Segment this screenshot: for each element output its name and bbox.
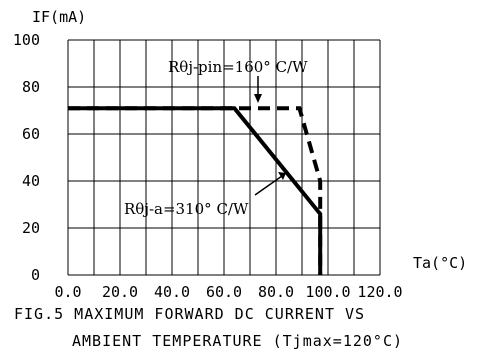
annotation-rth-j-pin: Rθj-pin=160° C/W [168,58,308,76]
y-tick-label: 60 [22,125,40,143]
series-line-rth-j-a [68,106,323,275]
y-tick-label: 20 [22,219,40,237]
x-tick-label: 40.0 [154,283,190,301]
x-axis-label: Ta(°C) [413,254,467,272]
y-tick-label: 100 [13,31,40,49]
x-tick-label: 120.0 [357,283,402,301]
figure-caption-line-2: AMBIENT TEMPERATURE (Tjmax=120°C) [72,332,404,350]
x-tick-label: 20.0 [102,283,138,301]
y-tick-label: 40 [22,172,40,190]
figure-caption-line-1: FIG.5 MAXIMUM FORWARD DC CURRENT VS [14,305,366,323]
series-lines [68,106,323,275]
y-tick-label: 80 [22,78,40,96]
series-line-rth-j-pin [68,106,323,275]
x-tick-label: 60.0 [206,283,242,301]
y-axis-label: IF(mA) [32,8,86,26]
y-tick-labels: 0 20 40 60 80 100 [13,31,40,284]
x-tick-label: 80.0 [258,283,294,301]
x-tick-label: 0.0 [54,283,81,301]
x-tick-label: 100.0 [305,283,350,301]
grid [67,39,381,276]
annotation-arrow-j-a [254,175,283,196]
annotation-rth-j-a: Rθj-a=310° C/W [124,200,249,218]
y-tick-label: 0 [31,266,40,284]
x-tick-labels: 0.0 20.0 40.0 60.0 80.0 100.0 120.0 [54,283,402,301]
annotation-arrowhead-j-pin [254,94,262,103]
annotation-arrowhead-j-a [278,172,286,180]
